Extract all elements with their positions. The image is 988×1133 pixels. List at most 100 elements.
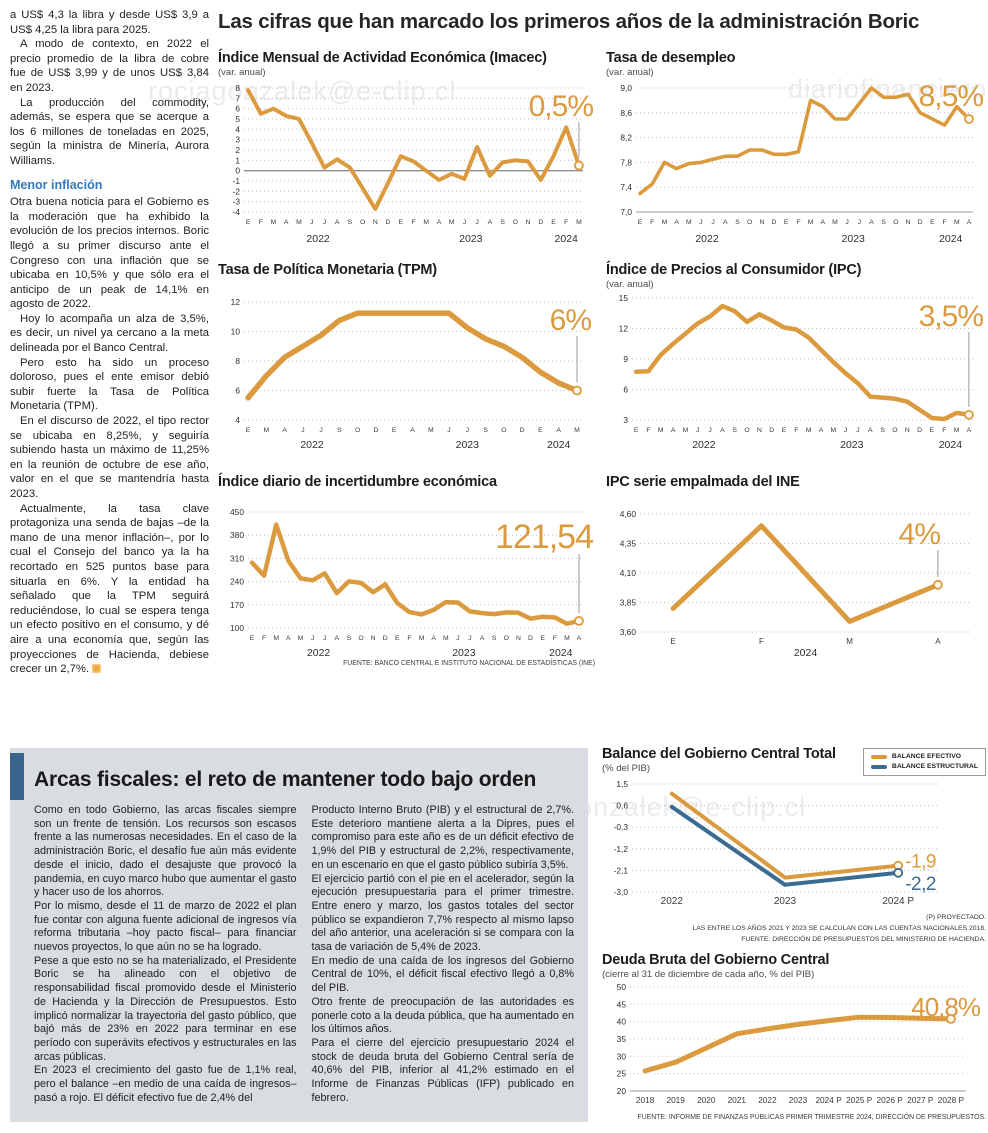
svg-text:N: N bbox=[757, 427, 762, 434]
fiscal-section: Arcas fiscales: el reto de mantener todo… bbox=[10, 748, 588, 1122]
svg-text:12: 12 bbox=[619, 324, 629, 334]
svg-text:J: J bbox=[475, 219, 478, 226]
svg-text:4,10: 4,10 bbox=[620, 568, 637, 578]
svg-text:D: D bbox=[383, 635, 388, 642]
svg-text:M: M bbox=[296, 219, 302, 226]
svg-text:J: J bbox=[711, 219, 714, 226]
svg-text:M: M bbox=[954, 219, 960, 226]
chart-title: Índice diario de incertidumbre económica bbox=[218, 474, 497, 490]
accent-bar bbox=[10, 753, 24, 800]
main-headline: Las cifras que han marcado los primeros … bbox=[218, 10, 920, 33]
svg-text:S: S bbox=[347, 635, 352, 642]
chart-title: Balance del Gobierno Central Total bbox=[602, 746, 836, 762]
svg-text:D: D bbox=[918, 219, 923, 226]
svg-text:2024 P: 2024 P bbox=[882, 896, 914, 907]
svg-text:121,54: 121,54 bbox=[495, 518, 593, 556]
svg-text:0: 0 bbox=[235, 166, 240, 176]
svg-text:6: 6 bbox=[235, 104, 240, 114]
svg-text:8,5%: 8,5% bbox=[919, 80, 984, 113]
svg-text:2023: 2023 bbox=[840, 439, 864, 450]
legend-item-efectivo: BALANCE EFECTIVO bbox=[870, 752, 978, 762]
svg-text:2023: 2023 bbox=[456, 439, 480, 450]
paragraph: Como en todo Gobierno, las arcas fiscale… bbox=[34, 804, 297, 899]
svg-text:-2: -2 bbox=[233, 186, 241, 196]
paragraph: En medio de una caída de los ingresos de… bbox=[311, 954, 575, 995]
svg-text:2: 2 bbox=[235, 145, 240, 155]
chart-subtitle: (var. anual) bbox=[606, 279, 654, 290]
svg-text:F: F bbox=[262, 635, 266, 642]
svg-text:2020: 2020 bbox=[697, 1095, 716, 1105]
svg-text:M: M bbox=[423, 219, 429, 226]
svg-text:O: O bbox=[360, 219, 365, 226]
svg-text:170: 170 bbox=[230, 600, 244, 610]
line-chart-plot: 450 380 310 240 170 100 E F M A M J J A S O N D E F M A M J J A S O… bbox=[218, 504, 595, 659]
svg-text:2023: 2023 bbox=[789, 1095, 808, 1105]
svg-text:40,8%: 40,8% bbox=[911, 992, 981, 1022]
svg-text:S: S bbox=[483, 427, 488, 434]
svg-text:2018: 2018 bbox=[636, 1095, 655, 1105]
fiscal-column-2: Producto Interno Bruto (PIB) y el estruc… bbox=[312, 804, 575, 1105]
svg-text:N: N bbox=[759, 219, 764, 226]
svg-text:M: M bbox=[576, 219, 582, 226]
paragraph: Otro frente de preocupación de las autor… bbox=[311, 995, 575, 1036]
svg-text:F: F bbox=[796, 219, 800, 226]
svg-text:J: J bbox=[708, 427, 711, 434]
svg-text:J: J bbox=[319, 427, 322, 434]
svg-text:A: A bbox=[437, 219, 442, 226]
svg-text:N: N bbox=[906, 219, 911, 226]
svg-text:F: F bbox=[407, 635, 411, 642]
svg-text:20: 20 bbox=[617, 1086, 627, 1096]
svg-text:M: M bbox=[954, 427, 960, 434]
paragraph: La producción del commodity, además, se … bbox=[10, 96, 209, 167]
svg-text:E: E bbox=[392, 427, 397, 434]
line-chart-plot: 15 12 9 6 3 E F M A M J J A S O N D E F M A M J J A S O N D E F M A 2022 2… bbox=[606, 292, 985, 451]
svg-text:D: D bbox=[772, 219, 777, 226]
svg-text:0,6: 0,6 bbox=[616, 801, 628, 811]
svg-text:E: E bbox=[395, 635, 400, 642]
svg-text:O: O bbox=[893, 219, 898, 226]
svg-text:15: 15 bbox=[619, 293, 629, 303]
chart-balance-gobierno: Balance del Gobierno Central Total (% de… bbox=[602, 746, 986, 946]
svg-text:J: J bbox=[310, 219, 313, 226]
svg-text:D: D bbox=[520, 427, 525, 434]
svg-text:7,4: 7,4 bbox=[620, 182, 632, 192]
svg-text:-1,9: -1,9 bbox=[905, 852, 936, 873]
svg-text:2022: 2022 bbox=[695, 233, 719, 244]
svg-text:100: 100 bbox=[230, 623, 244, 633]
svg-text:E: E bbox=[782, 427, 787, 434]
svg-text:A: A bbox=[410, 427, 415, 434]
chart-ipc-empalmada: IPC serie empalmada del INE 4,60 4,35 4,10… bbox=[606, 474, 985, 659]
svg-text:3: 3 bbox=[235, 135, 240, 145]
svg-text:10: 10 bbox=[231, 327, 241, 337]
svg-text:E: E bbox=[930, 427, 935, 434]
chart-source: FUENTE: BANCO CENTRAL E INSTITUTO NACION… bbox=[343, 660, 595, 667]
svg-text:4,60: 4,60 bbox=[620, 509, 637, 519]
svg-text:M: M bbox=[428, 427, 434, 434]
svg-text:N: N bbox=[905, 427, 910, 434]
svg-text:25: 25 bbox=[617, 1069, 627, 1079]
svg-text:S: S bbox=[492, 635, 497, 642]
svg-text:E: E bbox=[670, 637, 675, 646]
svg-text:A: A bbox=[723, 219, 728, 226]
chart-title: Deuda Bruta del Gobierno Central bbox=[602, 952, 830, 968]
svg-text:2022: 2022 bbox=[661, 896, 684, 907]
svg-text:E: E bbox=[634, 427, 639, 434]
chart-subtitle: (var. anual) bbox=[218, 67, 266, 78]
fiscal-column-1: Como en todo Gobierno, las arcas fiscale… bbox=[34, 804, 297, 1105]
svg-text:1,5: 1,5 bbox=[616, 779, 628, 789]
chart-subtitle: (cierre al 31 de diciembre de cada año, … bbox=[602, 969, 815, 980]
svg-text:F: F bbox=[259, 219, 263, 226]
svg-text:M: M bbox=[658, 427, 664, 434]
svg-text:12: 12 bbox=[231, 297, 241, 307]
svg-text:E: E bbox=[538, 427, 543, 434]
svg-text:2023: 2023 bbox=[842, 233, 866, 244]
svg-text:E: E bbox=[246, 219, 251, 226]
svg-text:S: S bbox=[881, 219, 886, 226]
paragraph: a US$ 4,3 la libra y desde US$ 3,9 a US$… bbox=[10, 9, 209, 36]
svg-text:S: S bbox=[337, 427, 342, 434]
svg-text:E: E bbox=[540, 635, 545, 642]
svg-text:8,6: 8,6 bbox=[620, 108, 632, 118]
svg-text:4,35: 4,35 bbox=[620, 539, 637, 549]
svg-text:M: M bbox=[419, 635, 425, 642]
